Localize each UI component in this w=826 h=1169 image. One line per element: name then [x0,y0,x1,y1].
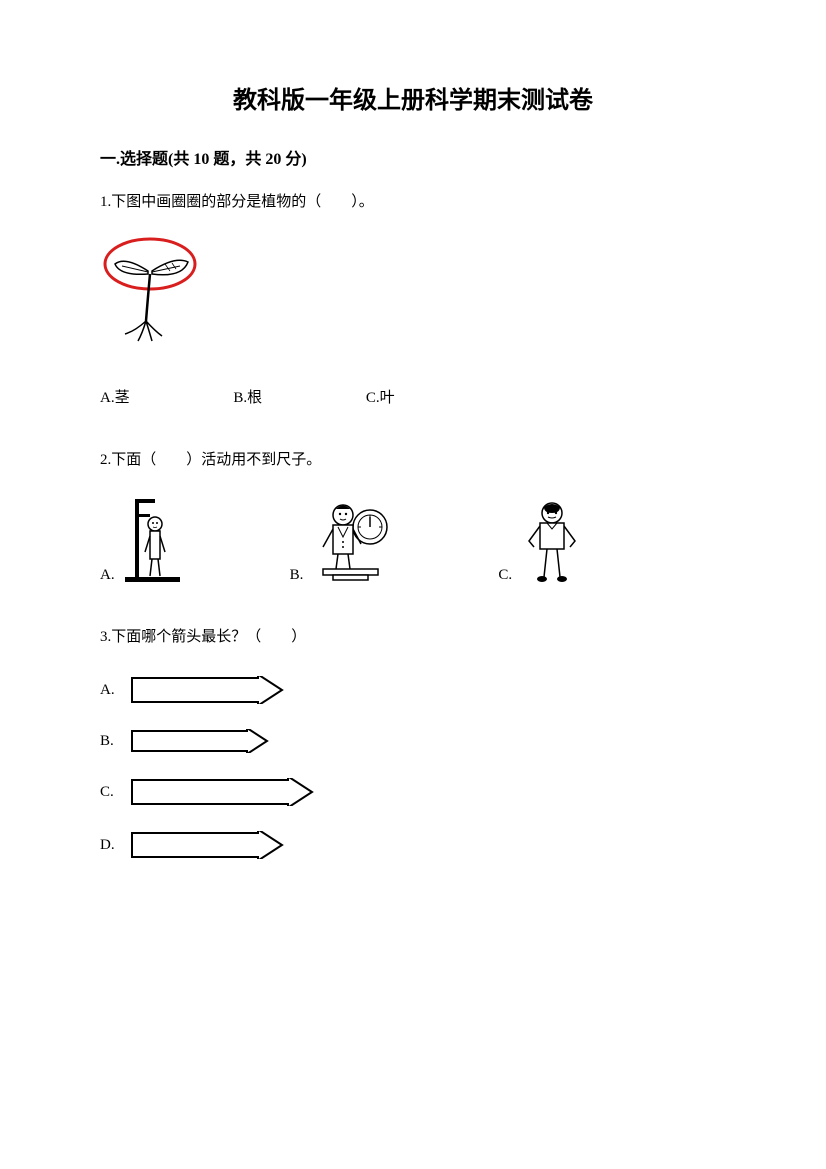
arrow-icon [130,729,269,753]
arrow-icon [130,831,284,859]
arrow-label: D. [100,837,120,854]
q2-label-a: A. [100,567,115,584]
q1-option-b: B.根 [233,386,262,407]
section-header: 一.选择题(共 10 题，共 20 分) [100,145,726,169]
q2-option-b: B. [290,499,399,584]
question-1-image [100,236,726,361]
q2-option-c: C. [498,499,587,584]
question-1-text: 1.下图中画圈圈的部分是植物的（ ）。 [100,189,726,216]
question-2-options: A. B. [100,494,726,584]
q1-option-c: C.叶 [366,386,395,407]
arrow-row-0: A. [100,676,726,704]
weight-scale-icon [308,499,398,584]
q2-label-c: C. [498,567,512,584]
arrow-label: B. [100,733,120,750]
arrow-label: A. [100,682,120,699]
q2-option-a: A. [100,494,190,584]
question-3-arrows: A. B. C. D. [100,676,726,859]
page-title: 教科版一年级上册科学期末测试卷 [100,80,726,115]
arrow-label: C. [100,784,120,801]
arrow-row-3: D. [100,831,726,859]
height-measure-icon [120,494,190,584]
leaf-right-icon [152,260,188,275]
arrow-icon [130,778,314,806]
q1-option-a: A.茎 [100,386,130,407]
arrow-row-2: C. [100,778,726,806]
child-standing-icon [517,499,587,584]
question-2-text: 2.下面（ ）活动用不到尺子。 [100,447,726,474]
question-1-options: A.茎 B.根 C.叶 [100,386,726,407]
stem-icon [146,274,150,321]
q2-label-b: B. [290,567,304,584]
arrow-icon [130,676,284,704]
arrow-row-1: B. [100,729,726,753]
question-3-text: 3.下面哪个箭头最长？（ ） [100,624,726,651]
